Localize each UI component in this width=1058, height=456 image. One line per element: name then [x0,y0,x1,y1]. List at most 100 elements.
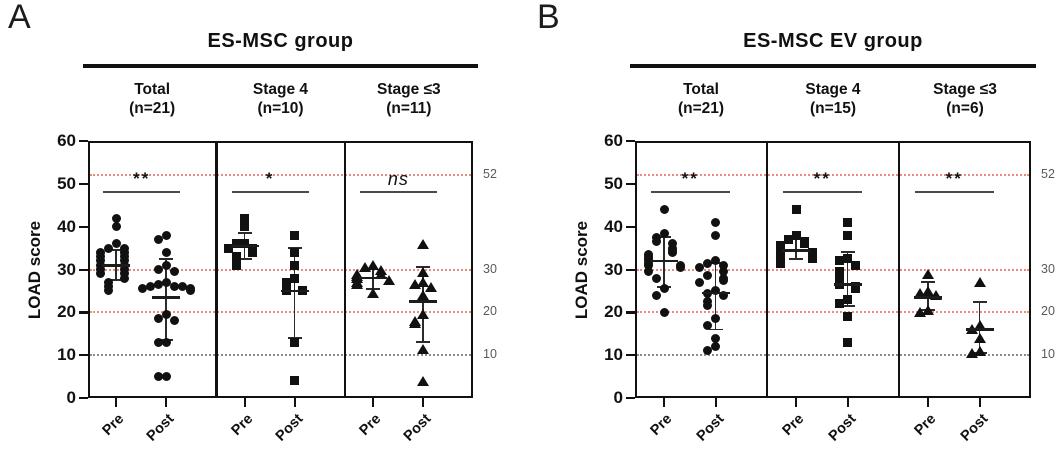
x-tick [927,398,930,407]
data-point [973,345,986,356]
x-tick-label: Pre [356,411,385,439]
data-point [703,346,713,356]
data-point [366,260,379,271]
column-name: Stage ≤3 [933,81,997,98]
column-n: (n=10) [257,100,304,117]
column-name: Total [683,81,719,98]
sig-label: * [265,169,275,189]
reference-line [90,268,471,271]
sig-line [231,191,309,194]
data-point [835,256,845,266]
data-point [914,288,927,299]
x-tick [243,398,246,407]
data-point [922,268,935,279]
error-bar [422,267,424,343]
y-tick-label: 60 [604,131,623,150]
data-point [161,230,171,240]
column-n: (n=21) [677,100,725,117]
error-bar-cap [921,281,936,284]
x-tick [978,398,981,407]
y-tick-label: 10 [57,345,76,365]
data-point [416,343,429,354]
y-tick-label: 60 [57,131,76,150]
data-point [711,230,721,240]
reference-line [637,354,1029,357]
x-tick-label: Post [957,411,991,445]
mean-line [701,291,730,295]
mean-line [408,300,437,303]
panel-b: B ES-MSC EV group Total (n=21) Stage 4 (… [529,0,1058,453]
error-bar-cap [708,328,723,331]
data-point [835,299,845,309]
x-tick-label: Pre [911,411,940,439]
data-point [240,213,250,223]
data-point [922,305,935,316]
data-point [169,267,179,277]
data-point [95,269,105,279]
data-point [416,309,429,320]
panel-b-title: ES-MSC EV group [743,30,923,52]
data-point [416,238,429,249]
y-tick [626,182,635,186]
y-tick [79,268,88,271]
data-point [153,265,163,274]
error-bar-cap [972,300,987,303]
sig-line [359,191,437,194]
x-tick [663,398,666,407]
error-bar-cap [415,341,430,344]
column-name: Stage 4 [805,81,861,98]
data-point [224,243,234,253]
data-point [973,333,986,344]
data-point [145,282,155,292]
mean-line [358,276,387,280]
data-point [290,337,300,347]
data-point [416,266,429,277]
error-bar-cap [159,257,174,260]
data-point [791,230,801,240]
error-bar [846,252,849,306]
data-point [111,213,121,223]
reference-line [90,354,471,357]
panel-b-label: B [537,0,560,36]
data-point [703,301,713,311]
column-name: Stage ≤3 [376,81,441,98]
error-bar [293,248,296,339]
data-point [161,337,171,347]
subpanel-divider [343,141,346,398]
sig-line [915,191,994,194]
data-point [799,239,809,249]
data-point [643,260,653,270]
column-header-stage4: Stage 4 (n=15) [767,80,899,118]
x-tick-label: Pre [779,411,808,439]
data-point [103,243,113,253]
subpanel-divider [766,141,769,398]
data-point [111,222,121,232]
reference-line [637,174,1029,177]
data-point [366,288,379,299]
data-point [161,309,171,319]
mean-line [230,244,259,248]
title-underline [630,64,1036,68]
data-point [719,275,729,285]
data-point [651,273,661,283]
data-point [843,254,853,264]
column-header-stage3: Stage ≤3 (n=11) [345,80,473,118]
y-tick [79,140,88,143]
data-point [695,262,705,272]
data-point [153,279,163,289]
data-point [416,375,429,386]
data-point [350,279,363,290]
data-point [807,254,817,264]
data-point [382,275,395,286]
data-point [703,258,713,268]
y-tick-label: 50 [604,173,623,193]
sig-label: ** [813,169,831,189]
subpanel-divider [215,141,218,398]
column-headers: Total (n=21) Stage 4 (n=10) Stage ≤3 (n=… [88,80,473,118]
mean-line [914,296,943,299]
data-point [137,284,147,294]
reference-line [90,311,471,314]
data-point [161,277,171,287]
data-point [930,290,943,301]
